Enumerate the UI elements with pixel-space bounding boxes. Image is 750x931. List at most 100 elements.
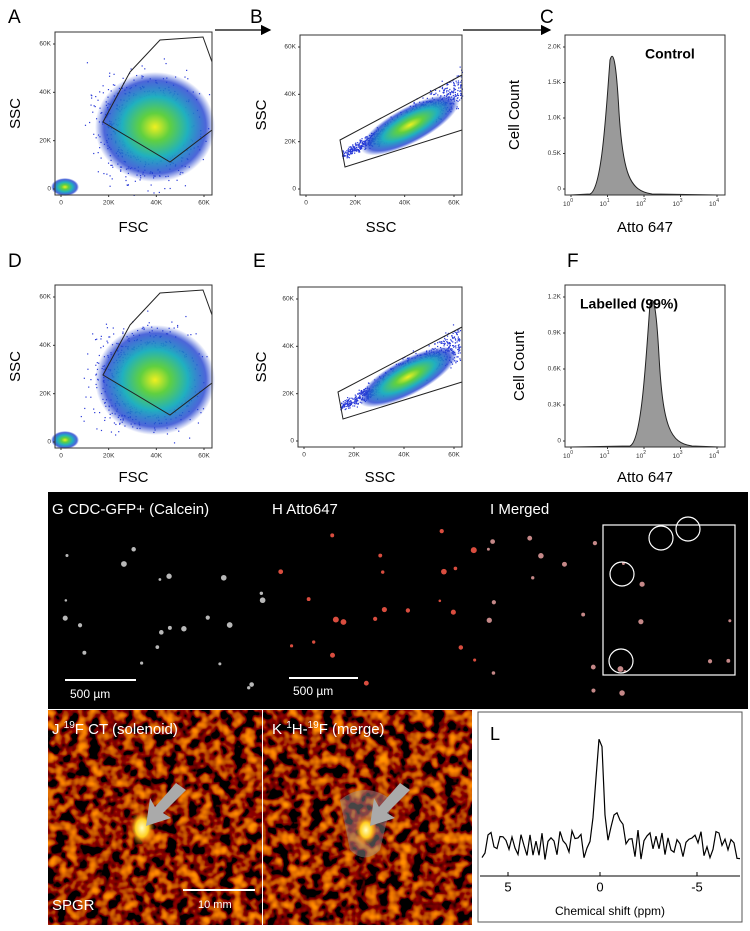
- event-dot: [457, 107, 459, 110]
- event-dot: [163, 58, 165, 60]
- event-dot: [89, 121, 91, 124]
- event-dot: [350, 403, 353, 405]
- event-dot: [451, 90, 453, 92]
- event-dot: [349, 405, 352, 407]
- scale-bar-label: 500 µm: [293, 684, 333, 698]
- x-axis-label: Atto 647: [617, 219, 673, 236]
- event-dot: [111, 178, 113, 180]
- event-dot: [93, 105, 95, 107]
- event-dot: [460, 81, 462, 83]
- tick-exponent: 2: [643, 198, 646, 204]
- event-dot: [350, 401, 353, 403]
- event-dot: [454, 93, 456, 96]
- panel-letter: C: [540, 7, 554, 28]
- y-tick-label: 20K: [284, 138, 296, 145]
- y-tick-label: 60K: [39, 41, 51, 48]
- event-dot: [435, 92, 437, 94]
- x-tick-label: 102: [636, 450, 646, 459]
- event-dot: [112, 166, 114, 168]
- cell: [438, 599, 442, 603]
- event-dot: [102, 92, 104, 94]
- cell: [531, 576, 535, 580]
- event-dot: [448, 93, 450, 95]
- event-dot: [446, 89, 448, 92]
- event-dot: [361, 389, 363, 392]
- event-dot: [457, 97, 459, 99]
- event-dot: [445, 332, 447, 334]
- event-dot: [351, 397, 353, 399]
- event-dot: [453, 84, 455, 87]
- event-dot: [352, 398, 354, 400]
- cell: [62, 615, 68, 621]
- event-dot: [91, 97, 93, 99]
- y-tick-label: 20K: [282, 390, 294, 397]
- event-dot: [351, 153, 353, 155]
- y-axis-label: SSC: [7, 98, 24, 129]
- event-dot: [458, 346, 461, 348]
- pointer-arrow: [370, 783, 410, 826]
- event-dot: [95, 137, 97, 139]
- cell: [65, 554, 69, 558]
- event-dot: [359, 151, 361, 153]
- event-dot: [348, 401, 350, 403]
- x-tick-label: 40K: [151, 200, 163, 207]
- tick-exponent: 3: [680, 450, 683, 456]
- event-dot: [84, 124, 87, 126]
- event-dot: [107, 342, 109, 344]
- event-dot: [449, 91, 451, 94]
- event-dot: [359, 139, 362, 141]
- tick-exponent: 0: [570, 198, 573, 204]
- cell: [330, 652, 335, 658]
- event-dot: [347, 400, 350, 402]
- event-dot: [348, 399, 350, 401]
- x-axis-label: SSC: [366, 219, 397, 236]
- event-dot: [350, 148, 352, 151]
- y-tick-label: 0: [290, 438, 294, 445]
- x-tick-label: 104: [709, 450, 719, 459]
- cell: [458, 645, 464, 650]
- density: [95, 72, 215, 182]
- event-dot: [355, 147, 357, 149]
- event-dot: [100, 429, 103, 432]
- event-dot: [457, 329, 459, 332]
- cell: [619, 690, 625, 696]
- event-dot: [456, 332, 458, 334]
- event-dot: [357, 403, 359, 405]
- y-tick-label: 60K: [39, 294, 51, 301]
- event-dot: [87, 368, 89, 370]
- event-dot: [353, 147, 355, 149]
- event-dot: [452, 332, 454, 334]
- event-dot: [93, 133, 95, 135]
- y-tick-label: 0.6K: [548, 366, 562, 373]
- event-dot: [106, 327, 109, 329]
- y-tick-label: 0: [47, 186, 51, 193]
- y-tick-label: 60K: [284, 44, 296, 51]
- event-dot: [355, 150, 358, 152]
- event-dot: [342, 407, 344, 409]
- y-tick-label: 1.5K: [548, 79, 562, 86]
- event-dot: [443, 89, 445, 91]
- event-dot: [355, 146, 358, 149]
- event-dot: [447, 342, 449, 344]
- event-dot: [347, 148, 350, 150]
- event-dot: [341, 402, 343, 405]
- event-dot: [346, 155, 348, 158]
- event-dot: [457, 75, 460, 77]
- cell: [158, 578, 162, 581]
- cell: [332, 616, 339, 623]
- event-dot: [446, 338, 448, 341]
- cell: [486, 547, 490, 551]
- event-dot: [208, 94, 211, 96]
- event-dot: [449, 345, 451, 347]
- event-dot: [353, 146, 355, 148]
- event-dot: [341, 406, 343, 408]
- event-dot: [346, 403, 348, 405]
- event-dot: [190, 334, 192, 336]
- event-dot: [455, 95, 457, 97]
- event-dot: [350, 402, 352, 404]
- event-dot: [451, 91, 453, 94]
- event-dot: [358, 151, 360, 153]
- event-dot: [355, 149, 357, 152]
- x-tick-label: 20K: [103, 200, 115, 207]
- cell: [473, 658, 477, 662]
